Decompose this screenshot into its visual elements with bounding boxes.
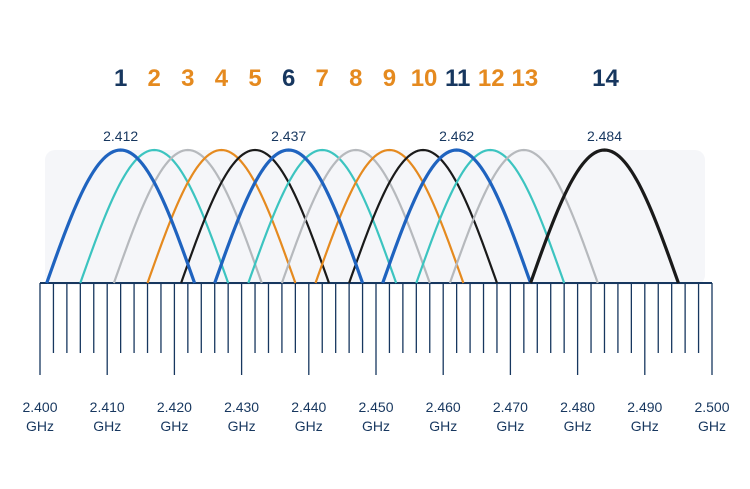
channel-curve-11 <box>381 148 533 284</box>
axis-tick-label: 2.440 <box>291 399 326 415</box>
channel-label-1: 1 <box>114 65 127 92</box>
channel-label-10: 10 <box>411 65 438 92</box>
peak-frequency-label: 2.437 <box>271 128 306 144</box>
channel-label-12: 12 <box>478 65 505 92</box>
channel-curve-7 <box>247 148 398 284</box>
axis-tick-label: 2.430 <box>224 399 259 415</box>
channel-curve-8 <box>280 148 431 284</box>
axis-tick-label: 2.460 <box>426 399 461 415</box>
channel-curve-13 <box>448 148 599 284</box>
axis-tick-label: 2.420 <box>157 399 192 415</box>
axis-unit-label: GHz <box>698 418 726 434</box>
channel-curve-9 <box>314 148 465 284</box>
axis-tick-label: 2.480 <box>560 399 595 415</box>
axis-tick-label: 2.450 <box>358 399 393 415</box>
axis-tick-label: 2.490 <box>627 399 662 415</box>
axis-unit-label: GHz <box>228 418 256 434</box>
channel-label-3: 3 <box>181 65 194 92</box>
axis-unit-label: GHz <box>93 418 121 434</box>
channel-curve-2 <box>79 148 230 284</box>
channel-label-4: 4 <box>215 65 229 92</box>
axis-unit-label: GHz <box>160 418 188 434</box>
channel-curve-12 <box>415 148 566 284</box>
axis-tick-label: 2.470 <box>493 399 528 415</box>
peak-frequency-label: 2.412 <box>103 128 138 144</box>
channel-label-5: 5 <box>248 65 261 92</box>
peak-frequency-label: 2.462 <box>439 128 474 144</box>
axis-tick-label: 2.400 <box>22 399 57 415</box>
channel-label-9: 9 <box>383 65 396 92</box>
channel-label-2: 2 <box>148 65 161 92</box>
channel-curve-4 <box>146 148 297 284</box>
axis-unit-label: GHz <box>631 418 659 434</box>
axis-unit-label: GHz <box>362 418 390 434</box>
channel-curve-1 <box>45 148 197 284</box>
axis-tick-label: 2.500 <box>694 399 729 415</box>
axis-unit-label: GHz <box>295 418 323 434</box>
channel-curve-3 <box>112 148 263 284</box>
peak-frequency-label: 2.484 <box>587 128 622 144</box>
axis-tick-label: 2.410 <box>90 399 125 415</box>
channel-label-11: 11 <box>445 65 470 92</box>
channel-label-7: 7 <box>316 65 329 92</box>
channel-curve-14 <box>529 148 680 284</box>
channel-curve-6 <box>213 148 365 284</box>
axis-unit-label: GHz <box>564 418 592 434</box>
channel-curve-10 <box>348 148 498 284</box>
channel-curve-5 <box>180 148 330 284</box>
axis-unit-label: GHz <box>429 418 457 434</box>
axis-unit-label: GHz <box>26 418 54 434</box>
channel-label-6: 6 <box>282 65 295 92</box>
channel-label-8: 8 <box>349 65 362 92</box>
axis-unit-label: GHz <box>496 418 524 434</box>
channel-label-14: 14 <box>592 65 619 92</box>
channel-label-13: 13 <box>511 65 538 92</box>
